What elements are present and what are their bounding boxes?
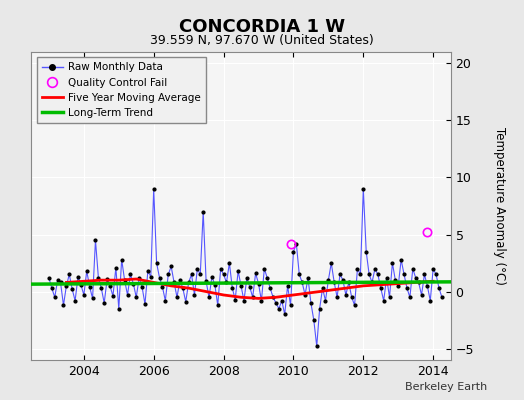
Text: CONCORDIA 1 W: CONCORDIA 1 W: [179, 18, 345, 36]
Text: 39.559 N, 97.670 W (United States): 39.559 N, 97.670 W (United States): [150, 34, 374, 47]
Legend: Raw Monthly Data, Quality Control Fail, Five Year Moving Average, Long-Term Tren: Raw Monthly Data, Quality Control Fail, …: [37, 57, 206, 123]
Text: Berkeley Earth: Berkeley Earth: [405, 382, 487, 392]
Y-axis label: Temperature Anomaly (°C): Temperature Anomaly (°C): [494, 127, 506, 285]
